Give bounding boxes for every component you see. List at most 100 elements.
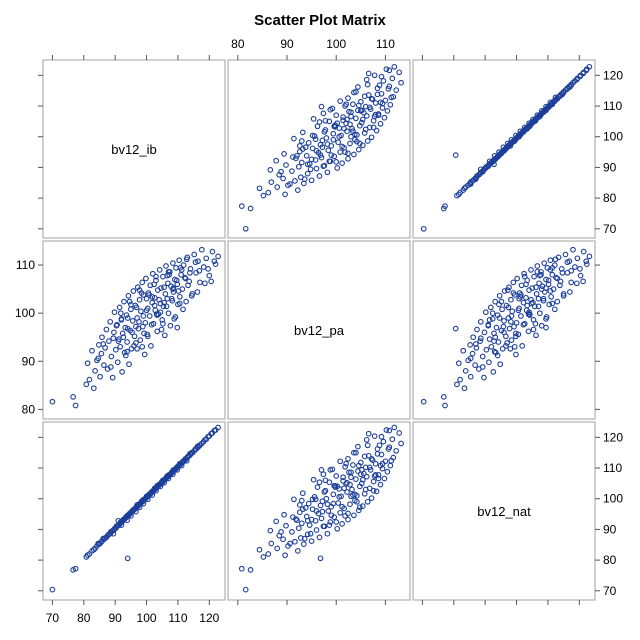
data-point: [173, 277, 180, 284]
data-point: [95, 355, 102, 362]
data-point: [143, 493, 150, 500]
data-point: [327, 106, 334, 113]
data-point: [363, 76, 370, 83]
data-point: [583, 258, 590, 265]
data-point: [506, 284, 512, 291]
data-point: [525, 328, 532, 335]
data-point: [372, 460, 379, 467]
data-point: [486, 317, 493, 323]
data-point: [586, 253, 593, 260]
data-point: [469, 350, 476, 357]
data-point: [540, 295, 547, 302]
data-point: [580, 278, 586, 285]
data-point: [507, 143, 514, 149]
data-point: [317, 152, 324, 158]
data-point: [148, 343, 154, 349]
data-point: [420, 225, 427, 232]
data-point: [137, 337, 144, 343]
data-point: [586, 63, 593, 70]
data-point: [280, 175, 286, 182]
data-point: [328, 512, 335, 519]
data-point: [141, 351, 148, 358]
data-point: [358, 467, 365, 473]
data-point: [368, 134, 375, 141]
data-point: [330, 500, 337, 507]
data-point: [316, 479, 323, 486]
data-point: [524, 125, 531, 132]
data-point: [333, 159, 340, 165]
data-point: [496, 315, 503, 321]
data-point: [307, 166, 314, 173]
data-point: [133, 508, 139, 515]
data-point: [473, 344, 480, 351]
axis-tick-labels: 70 70 80 80 90 90 100 100 110 110 120 120 80 80 90 90 10…: [15, 37, 623, 625]
data-point: [580, 248, 587, 255]
data-point: [212, 261, 219, 267]
data-point: [396, 430, 403, 436]
bottom-tick-label: 80: [77, 611, 91, 625]
data-point: [375, 475, 382, 482]
data-point: [470, 334, 477, 341]
data-point: [493, 324, 500, 331]
data-point: [568, 267, 575, 274]
data-point: [370, 478, 377, 485]
data-point: [183, 256, 190, 263]
data-point: [129, 318, 136, 324]
data-point: [278, 168, 284, 175]
data-point: [208, 430, 215, 437]
data-point: [356, 504, 363, 511]
data-point: [163, 303, 170, 310]
data-point: [560, 292, 567, 299]
data-point: [501, 329, 507, 336]
data-point: [472, 341, 479, 347]
data-point: [304, 161, 311, 168]
data-point: [336, 494, 343, 500]
data-point: [572, 264, 578, 270]
data-point: [313, 165, 320, 172]
matrix-cell-bv12_nat-bv12_nat: [412, 421, 596, 601]
data-point: [308, 177, 315, 184]
data-point: [477, 166, 484, 173]
data-point: [313, 527, 320, 533]
data-point: [547, 267, 554, 273]
data-point: [533, 291, 540, 297]
data-point: [546, 301, 553, 308]
data-point: [287, 181, 293, 187]
data-point: [188, 292, 195, 299]
data-point: [49, 398, 56, 405]
data-point: [513, 319, 520, 326]
data-point: [526, 309, 532, 316]
data-point: [340, 114, 346, 120]
data-point: [183, 298, 189, 305]
data-point: [316, 119, 323, 125]
data-point: [167, 322, 174, 329]
data-point: [543, 103, 549, 110]
data-point: [111, 329, 117, 336]
data-point: [452, 325, 459, 332]
data-point: [533, 284, 539, 291]
data-point: [280, 536, 286, 543]
data-point: [526, 312, 533, 318]
data-point: [536, 310, 543, 317]
data-point: [333, 112, 340, 119]
data-point: [121, 298, 127, 305]
data-point: [334, 483, 341, 490]
data-point: [206, 272, 213, 279]
data-point: [543, 276, 549, 283]
data-point: [383, 427, 390, 433]
data-point: [486, 359, 492, 366]
data-point: [209, 248, 216, 255]
data-point: [384, 468, 391, 475]
data-point: [318, 103, 325, 110]
data-point: [583, 261, 590, 267]
data-point: [149, 270, 156, 277]
data-point: [488, 343, 495, 350]
data-point: [515, 307, 522, 314]
data-point: [340, 117, 346, 124]
data-point: [125, 292, 132, 299]
data-point: [192, 259, 199, 266]
data-point: [183, 457, 190, 464]
data-point: [366, 104, 373, 111]
data-point: [124, 325, 131, 332]
